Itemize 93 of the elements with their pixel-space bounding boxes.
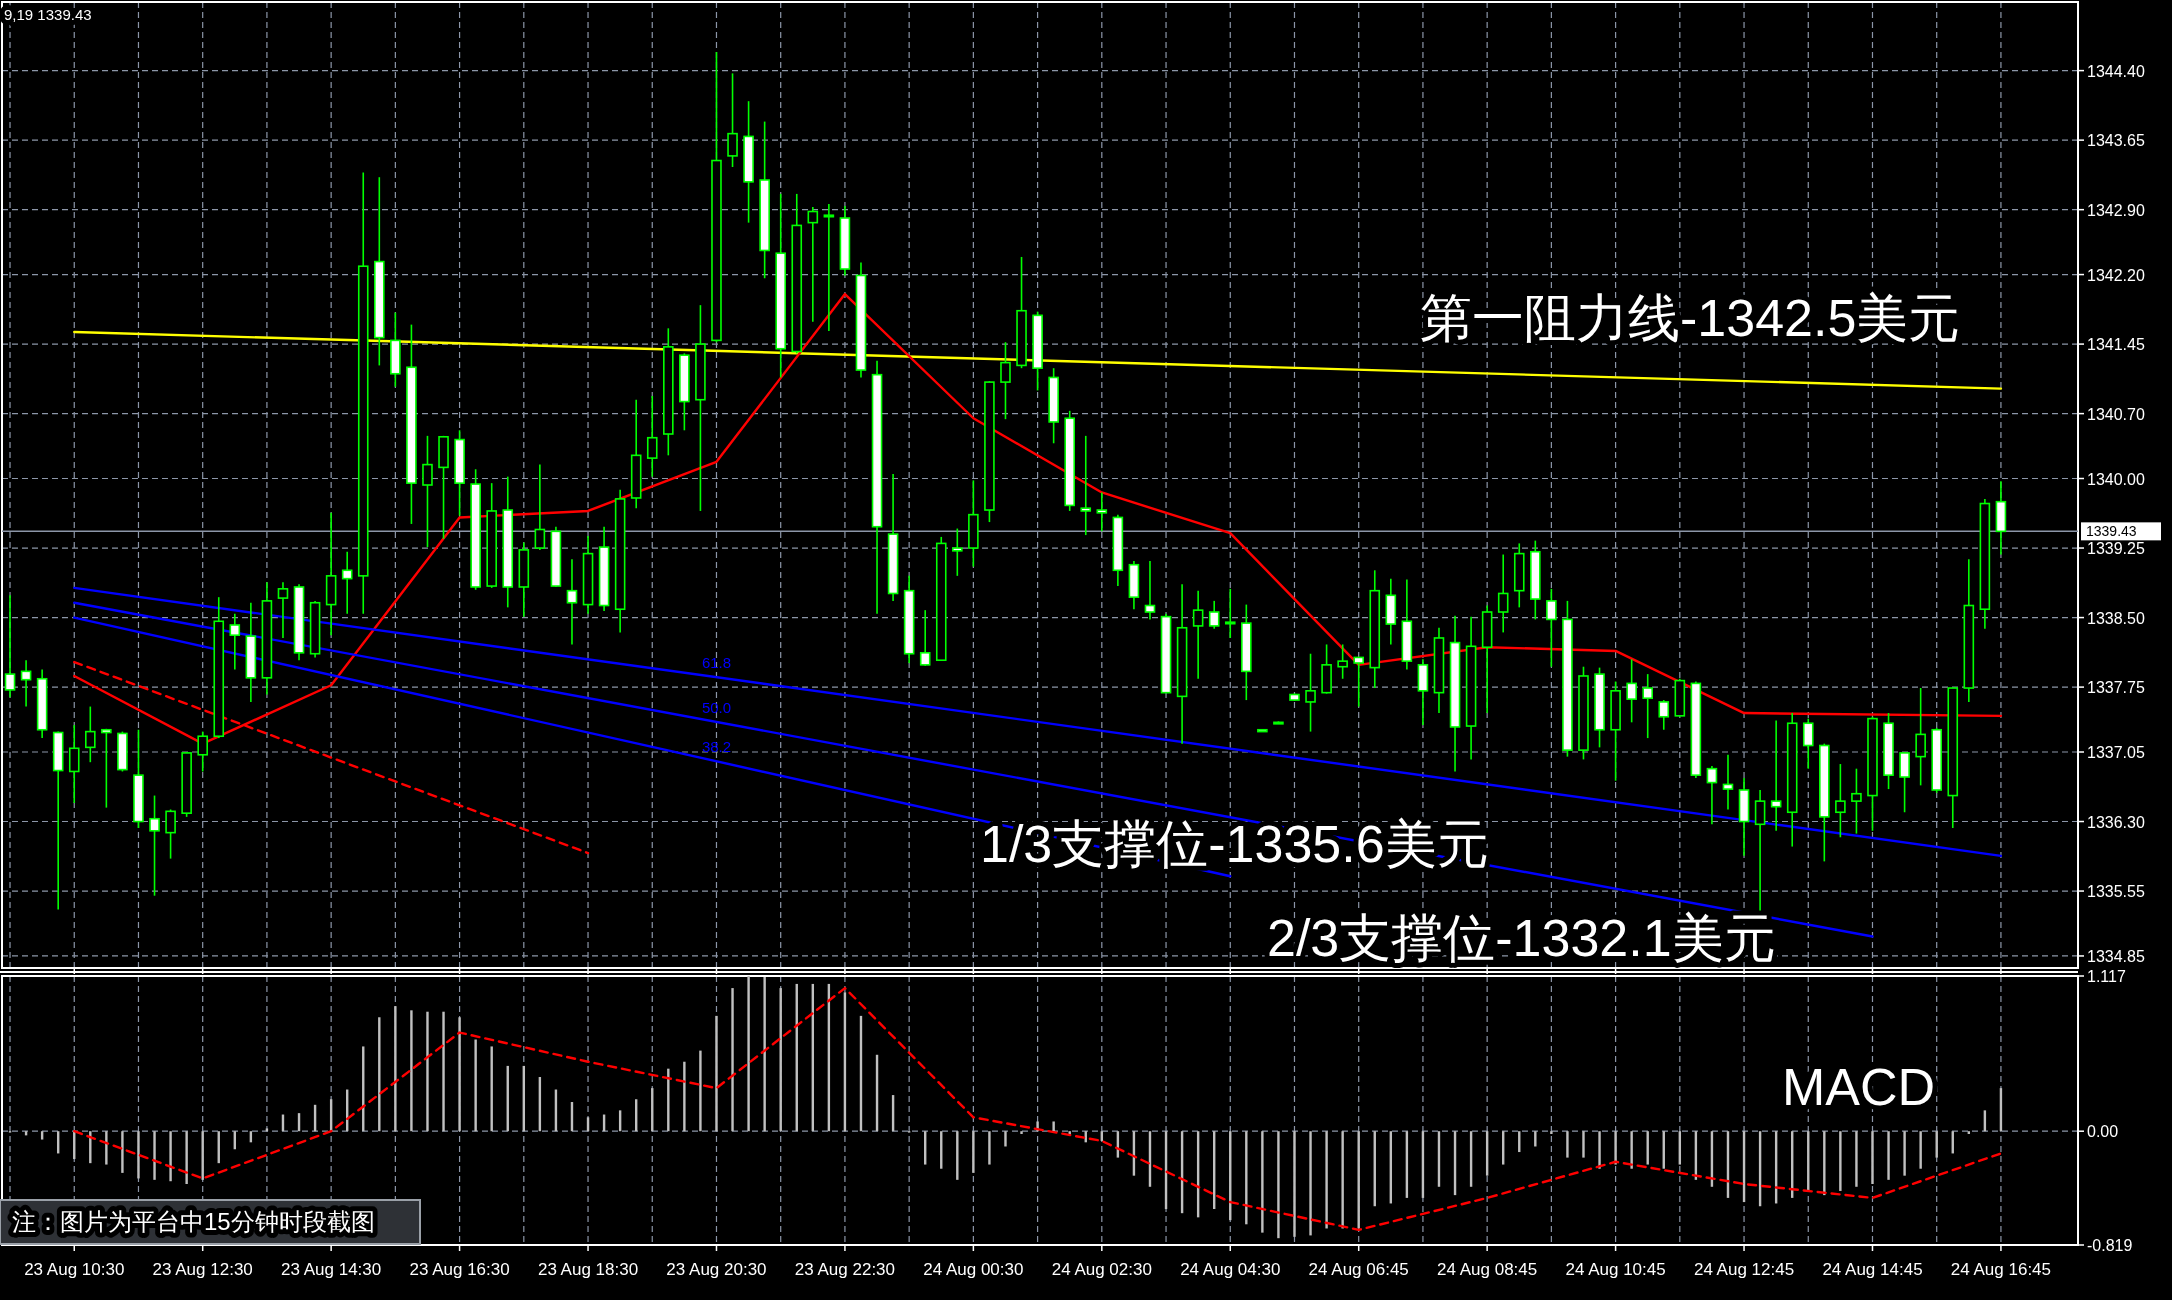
y-tick-label: 1341.45	[2087, 336, 2145, 354]
bar	[1052, 1121, 1055, 1132]
bar	[137, 1131, 140, 1179]
bar	[1614, 1131, 1617, 1165]
bar	[1245, 1131, 1248, 1225]
bar	[1261, 1131, 1264, 1233]
bar	[185, 1131, 188, 1184]
series-label: 61.8	[701, 654, 732, 672]
bar	[1919, 1131, 1922, 1169]
bar	[378, 1017, 381, 1132]
x-tick-label: 24 Aug 06:45	[1308, 1260, 1409, 1279]
bar	[667, 1068, 670, 1132]
bar	[1309, 1131, 1312, 1236]
bar	[1550, 1131, 1553, 1134]
bar	[1582, 1131, 1585, 1158]
bar	[169, 1131, 172, 1182]
y-tick-label: 1337.75	[2087, 679, 2145, 697]
bar	[40, 1131, 44, 1140]
x-tick-label: 24 Aug 04:30	[1180, 1260, 1281, 1279]
y-tick-label: 0.00	[2087, 1123, 2119, 1141]
y-tick-label: 1338.50	[2087, 609, 2145, 627]
bar	[1839, 1131, 1842, 1191]
bar	[715, 1015, 718, 1132]
x-tick-label: 23 Aug 18:30	[537, 1260, 639, 1279]
bar	[490, 1046, 493, 1132]
bar	[442, 1011, 445, 1132]
x-tick-label: 24 Aug 12:45	[1693, 1260, 1795, 1279]
y-tick-label: 1.117	[2087, 968, 2126, 985]
x-tick-label: 23 Aug 22:30	[794, 1260, 896, 1279]
bar	[1293, 1131, 1296, 1237]
bar	[1630, 1131, 1633, 1169]
bar	[972, 1131, 975, 1173]
bar	[1004, 1131, 1007, 1147]
y-tick-label: 1344.40	[2087, 62, 2145, 80]
y-tick-label: 1339.25	[2087, 540, 2145, 558]
bar	[956, 1131, 959, 1180]
y-tick-label: 1335.55	[2087, 883, 2145, 901]
series-label: 50.0	[701, 698, 732, 716]
y-tick-label: 1340.70	[2087, 405, 2145, 423]
annotation: 注：图片为平台中15分钟时段截图	[12, 1208, 375, 1235]
bar	[201, 1131, 204, 1180]
bar	[699, 1050, 702, 1132]
x-tick-label: 24 Aug 10:45	[1565, 1260, 1666, 1279]
bar	[474, 1039, 477, 1132]
bar	[1823, 1131, 1826, 1196]
y-tick-label: 1337.05	[2087, 743, 2145, 761]
bar	[1887, 1131, 1890, 1180]
bar	[153, 1131, 156, 1180]
x-tick-label: 23 Aug 12:30	[152, 1260, 253, 1279]
bar	[1871, 1131, 1874, 1184]
bar	[731, 988, 734, 1132]
bar	[683, 1061, 686, 1132]
bar	[988, 1131, 991, 1165]
bar	[1534, 1131, 1537, 1147]
annotation: 第一阻力线-1342.5美元	[1420, 289, 1961, 347]
y-tick-label: 1334.85	[2087, 947, 2145, 965]
bar	[1277, 1131, 1280, 1239]
x-tick-label: 24 Aug 00:30	[923, 1260, 1024, 1279]
bar	[426, 1011, 429, 1132]
annotation: 9,19 1339.43	[4, 6, 92, 23]
x-tick-label: 24 Aug 14:45	[1822, 1260, 1923, 1279]
y-tick-label: -0.819	[2087, 1237, 2133, 1254]
annotation: MACD	[1782, 1058, 1936, 1116]
bar	[89, 1131, 92, 1164]
bar	[1855, 1131, 1858, 1187]
y-tick-label: 1343.65	[2087, 132, 2145, 150]
x-tick-label: 23 Aug 20:30	[666, 1260, 767, 1279]
x-tick-label: 24 Aug 08:45	[1437, 1260, 1538, 1279]
series-label: 38.2	[701, 738, 732, 756]
ref-line-label: 1339.43	[2086, 523, 2137, 540]
x-tick-label: 24 Aug 02:30	[1051, 1260, 1152, 1279]
bar	[1341, 1131, 1344, 1229]
x-tick-label: 23 Aug 16:30	[409, 1260, 510, 1279]
bar	[1903, 1131, 1906, 1176]
y-tick-label: 1340.00	[2087, 470, 2145, 488]
annotation: 2/3支撑位-1332.1美元	[1267, 909, 1776, 967]
y-tick-label: 1342.20	[2087, 266, 2145, 284]
x-tick-label: 24 Aug 16:45	[1950, 1260, 2052, 1279]
bar	[410, 1010, 413, 1132]
bar	[1020, 1131, 1023, 1134]
bar	[394, 1006, 397, 1132]
y-tick-label: 1342.90	[2087, 201, 2145, 219]
bar	[1566, 1131, 1569, 1158]
bar	[458, 1017, 461, 1132]
x-tick-label: 23 Aug 10:30	[24, 1260, 125, 1279]
bar	[1325, 1131, 1328, 1229]
y-tick-label: 1336.30	[2087, 813, 2145, 831]
bar	[121, 1131, 124, 1173]
x-tick-label: 23 Aug 14:30	[281, 1260, 382, 1279]
bar	[747, 976, 750, 1132]
bar	[105, 1131, 108, 1165]
bar	[763, 976, 766, 1132]
bar	[1598, 1131, 1601, 1169]
